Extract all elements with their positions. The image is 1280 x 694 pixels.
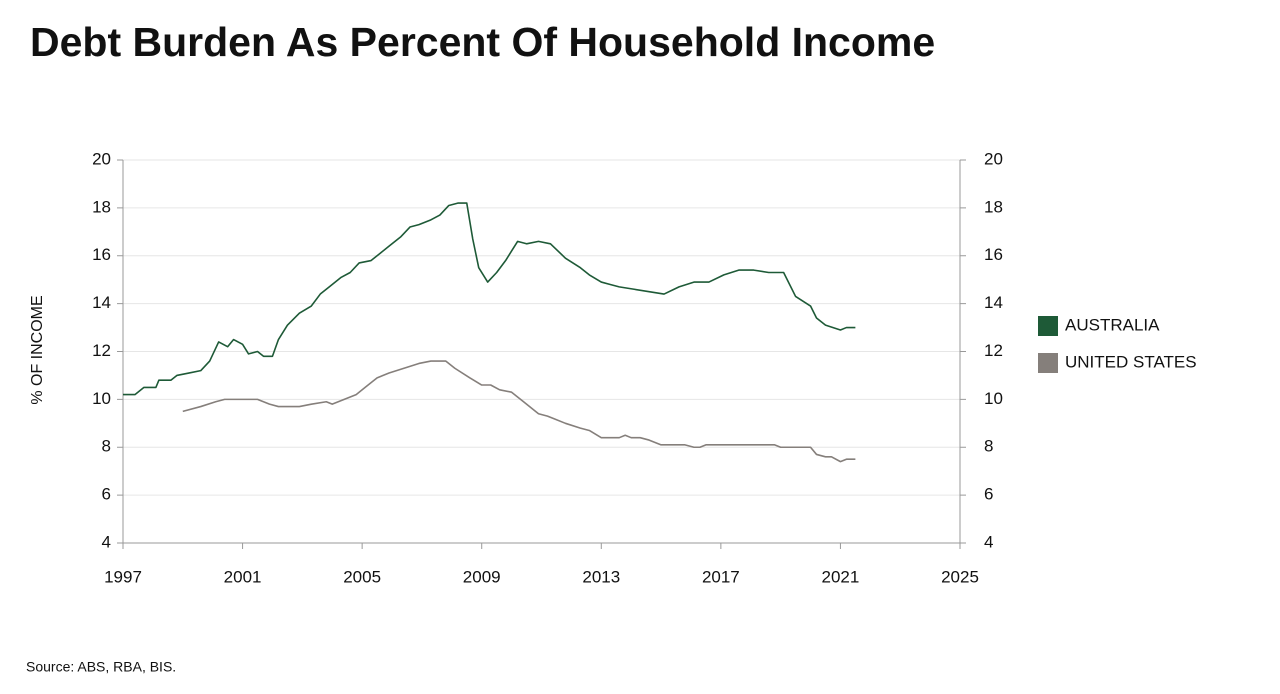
y2-tick-label: 10 bbox=[984, 389, 1003, 408]
series-line bbox=[123, 202, 856, 396]
y-tick-label: 8 bbox=[102, 437, 111, 456]
x-tick-label: 2013 bbox=[582, 567, 620, 586]
x-tick-label: 2005 bbox=[343, 567, 381, 586]
x-tick-label: 2017 bbox=[702, 567, 740, 586]
legend-label: UNITED STATES bbox=[1065, 352, 1197, 371]
chart-title: Debt Burden As Percent Of Household Inco… bbox=[30, 19, 935, 65]
y-tick-label: 10 bbox=[92, 389, 111, 408]
y-axis-label: % OF INCOME bbox=[29, 295, 46, 404]
y-tick-label: 6 bbox=[102, 485, 111, 504]
legend-label: AUSTRALIA bbox=[1065, 315, 1160, 334]
legend-swatch bbox=[1038, 316, 1058, 336]
y2-tick-label: 18 bbox=[984, 197, 1003, 216]
x-tick-label: 2009 bbox=[463, 567, 501, 586]
y2-tick-label: 4 bbox=[984, 532, 993, 551]
x-tick-label: 2025 bbox=[941, 567, 979, 586]
y2-tick-label: 16 bbox=[984, 245, 1003, 264]
x-tick-label: 2001 bbox=[224, 567, 262, 586]
y-tick-label: 20 bbox=[92, 149, 111, 168]
y2-tick-label: 8 bbox=[984, 437, 993, 456]
x-tick-label: 1997 bbox=[104, 567, 142, 586]
y-tick-label: 16 bbox=[92, 245, 111, 264]
y-tick-label: 12 bbox=[92, 341, 111, 360]
y2-tick-label: 6 bbox=[984, 485, 993, 504]
y-tick-label: 18 bbox=[92, 197, 111, 216]
y2-tick-label: 20 bbox=[984, 149, 1003, 168]
x-tick-label: 2021 bbox=[822, 567, 860, 586]
y-tick-label: 14 bbox=[92, 293, 111, 312]
legend-swatch bbox=[1038, 353, 1058, 373]
source-note: Source: ABS, RBA, BIS. bbox=[26, 659, 176, 675]
y2-tick-label: 12 bbox=[984, 341, 1003, 360]
y2-tick-label: 14 bbox=[984, 293, 1003, 312]
y-tick-label: 4 bbox=[102, 532, 111, 551]
series-line bbox=[182, 360, 856, 463]
